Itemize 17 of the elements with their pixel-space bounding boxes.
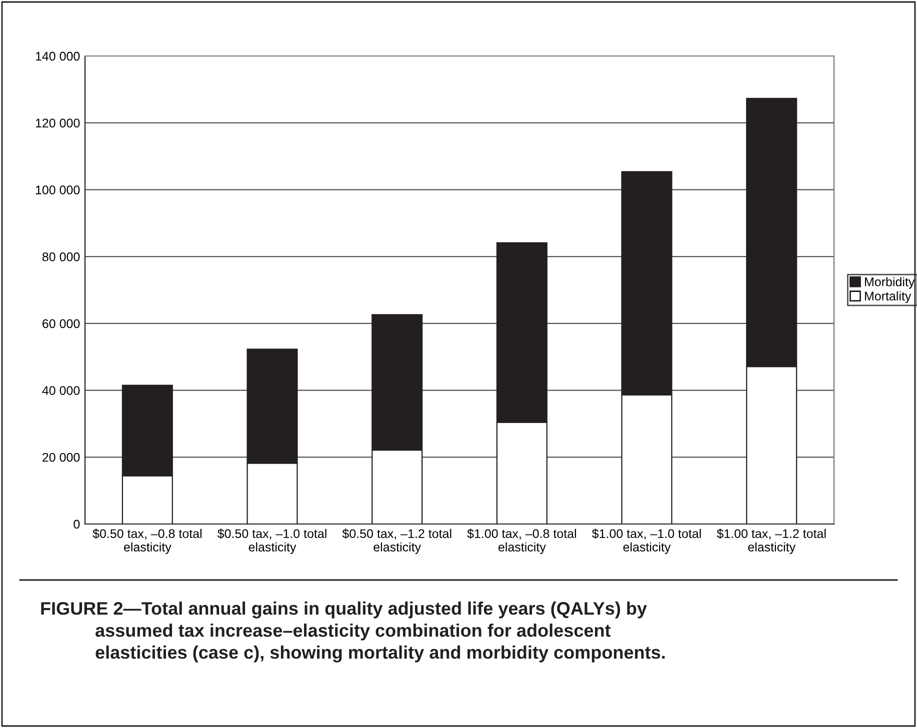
y-tick-label: 120 000 [36, 118, 80, 128]
x-tick-label: $0.50 tax, –0.8 total elasticity [92, 528, 202, 554]
y-tick-label: 100 000 [36, 186, 80, 194]
x-tick-label: $0.50 tax, –1.0 total elasticity [217, 528, 326, 554]
x-tick-label: $0.50 tax, –1.2 total elasticity [342, 528, 452, 554]
x-tick-label: $1.00 tax, –1.2 total elasticity [716, 528, 826, 554]
legend-label: Morbidity [865, 277, 915, 289]
y-tick-label: 0 [74, 520, 80, 529]
y-tick-label: 60 000 [42, 319, 80, 328]
y-tick-label: 80 000 [42, 252, 80, 262]
y-tick-label: 20 000 [42, 452, 80, 462]
y-tick-label: 40 000 [42, 386, 80, 395]
text: FIGURE 2—Total annual gains in quality adjusted life years (QALYs) by assumed tax increase–elasticity combination for adolescent elasticities (case c), showing mortality and morbidity components. [41, 602, 665, 662]
y-tick-label: 140 000 [36, 52, 80, 61]
x-tick-label: $1.00 tax, –0.8 total elasticity [467, 528, 576, 554]
legend-label: Mortality [865, 291, 912, 303]
x-tick-label: $1.00 tax, –1.0 total elasticity [592, 528, 701, 554]
